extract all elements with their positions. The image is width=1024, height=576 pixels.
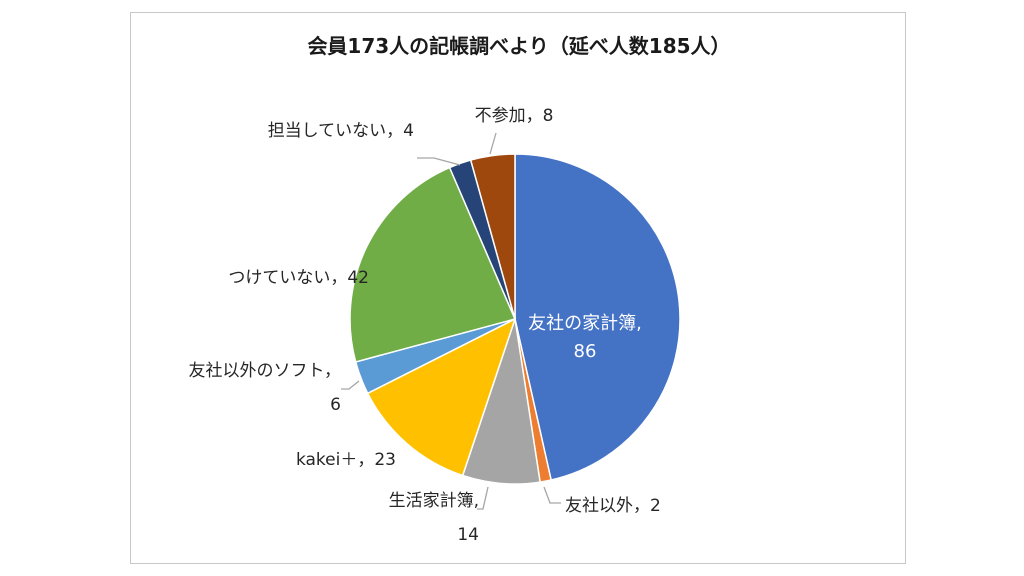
data-label: 友社以外のソフト， 6 xyxy=(189,361,342,415)
data-label: 不参加，8 xyxy=(475,106,554,126)
pie-slice xyxy=(349,166,517,363)
leader-line xyxy=(417,157,461,166)
pie-slice xyxy=(366,317,517,477)
data-label: 担当していない，4 xyxy=(268,121,414,141)
leader-line xyxy=(341,380,360,390)
chart-title: 会員173人の記帳調べより（延べ人数185人） xyxy=(307,34,730,58)
data-label: 生活家計簿, 14 xyxy=(389,491,479,545)
data-label: 友社以外，2 xyxy=(565,496,661,516)
pie-slice xyxy=(514,153,681,481)
pie-chart: 会員173人の記帳調べより（延べ人数185人） 友社の家計簿, 86 友社以外，2 生… xyxy=(189,34,731,545)
pie-slice xyxy=(469,153,516,320)
data-label: kakei＋，23 xyxy=(296,450,396,470)
leader-line xyxy=(477,486,489,510)
leader-line xyxy=(543,486,561,504)
chart-area: 会員173人の記帳調べより（延べ人数185人） 友社の家計簿, 86 友社以外，2 生… xyxy=(130,12,906,564)
data-label: 友社の家計簿, 86 xyxy=(528,313,642,362)
leader-line xyxy=(489,132,497,155)
data-label: つけていない，42 xyxy=(228,268,369,288)
